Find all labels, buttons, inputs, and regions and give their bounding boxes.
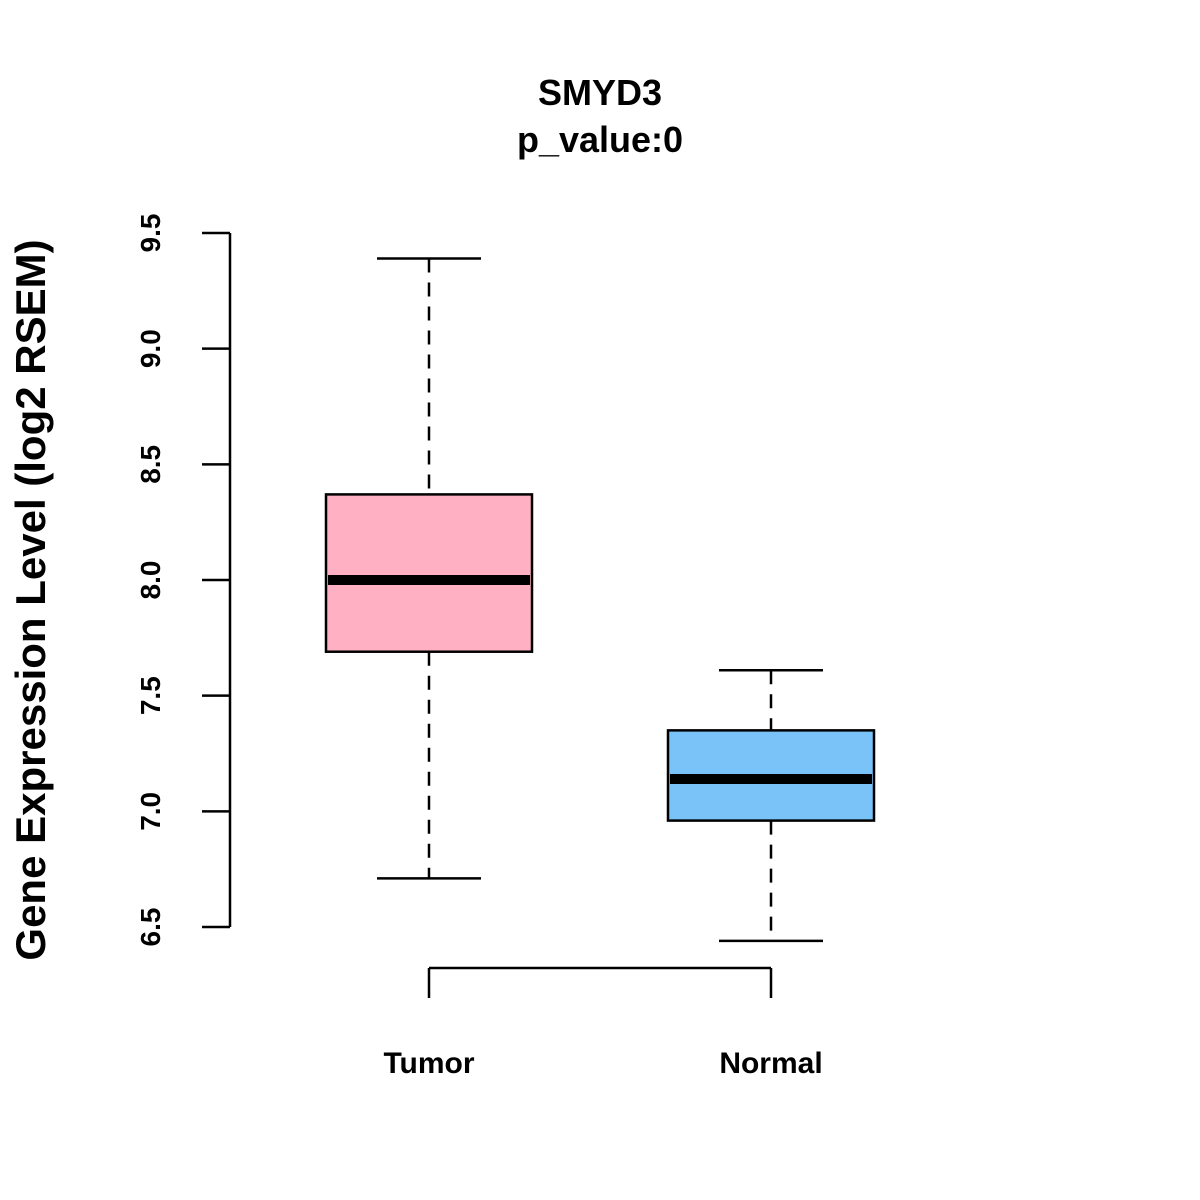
category-label-normal: Normal: [719, 1047, 822, 1080]
y-tick-label-5: 9.0: [135, 329, 166, 368]
category-label-tumor: Tumor: [383, 1047, 474, 1080]
y-tick-label-3: 8.0: [135, 561, 166, 600]
chart-title: SMYD3 p_value:0: [517, 72, 683, 160]
iqr-box-tumor: [324, 493, 534, 653]
comparison-bracket: [427, 966, 773, 998]
boxes-group: [324, 257, 876, 943]
chart-subtitle-text: p_value:0: [517, 119, 683, 160]
category-labels: Tumor Normal: [383, 1047, 822, 1080]
box-normal: [666, 668, 876, 943]
y-axis-label: Gene Expression Level (log2 RSEM): [7, 239, 54, 960]
y-tick-label-1: 7.0: [135, 792, 166, 831]
y-tick-label-4: 8.5: [135, 445, 166, 484]
y-tick-label-0: 6.5: [135, 908, 166, 947]
chart-title-text: SMYD3: [538, 72, 662, 113]
y-tick-label-2: 7.5: [135, 676, 166, 715]
y-axis: 6.5 7.0 7.5 8.0 8.5 9.0 9.5: [135, 214, 232, 947]
y-tick-label-6: 9.5: [135, 214, 166, 253]
box-tumor: [324, 257, 534, 880]
